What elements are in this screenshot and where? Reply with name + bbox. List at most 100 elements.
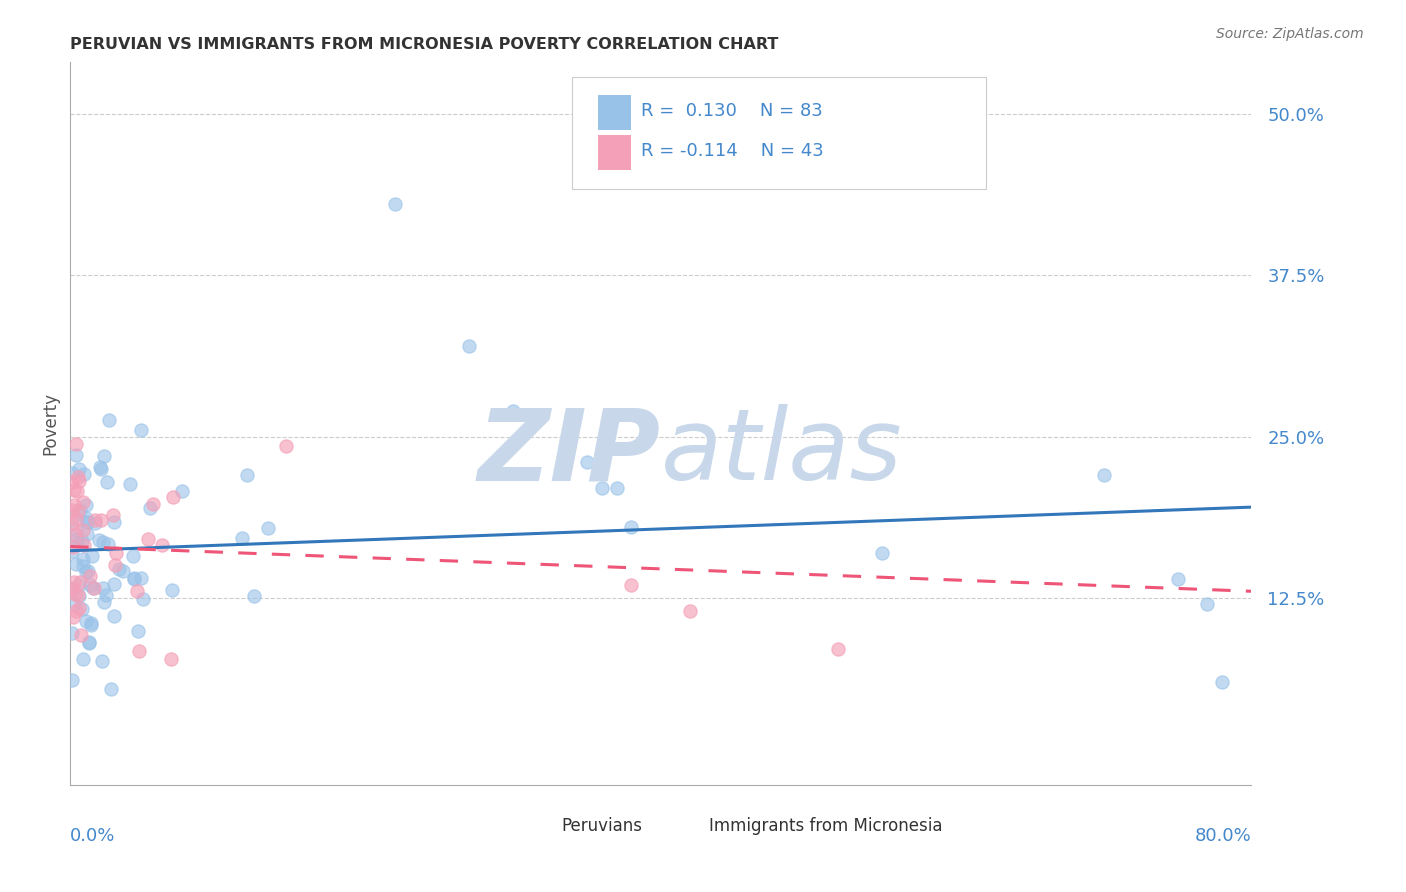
Point xyxy=(127,584,149,599)
Point xyxy=(75,511,97,525)
Point xyxy=(77,635,100,649)
Point xyxy=(136,532,159,546)
Point xyxy=(67,474,90,488)
Point xyxy=(1092,468,1115,483)
Point xyxy=(150,538,173,552)
Point xyxy=(98,413,121,427)
Point xyxy=(63,574,86,589)
Text: Source: ZipAtlas.com: Source: ZipAtlas.com xyxy=(1216,27,1364,41)
Point xyxy=(502,404,524,418)
Point xyxy=(72,651,94,665)
Point xyxy=(76,516,98,530)
FancyBboxPatch shape xyxy=(531,814,557,838)
Point xyxy=(112,565,135,579)
Point xyxy=(80,618,103,632)
Point xyxy=(122,549,145,563)
Point xyxy=(170,483,193,498)
Point xyxy=(65,437,87,451)
Point xyxy=(827,642,849,657)
Point xyxy=(162,490,184,504)
Point xyxy=(75,565,97,579)
Point xyxy=(77,515,100,529)
FancyBboxPatch shape xyxy=(598,95,631,129)
Point xyxy=(62,582,84,597)
Text: R =  0.130    N = 83: R = 0.130 N = 83 xyxy=(641,102,823,120)
Point xyxy=(89,462,111,476)
Point xyxy=(70,534,93,549)
Point xyxy=(80,615,103,630)
Point xyxy=(679,604,702,618)
Point xyxy=(67,601,90,615)
Point xyxy=(65,511,87,525)
Point xyxy=(79,568,101,582)
Point xyxy=(90,513,112,527)
Point xyxy=(63,499,86,513)
Point xyxy=(67,461,90,475)
Point xyxy=(1195,598,1218,612)
Point xyxy=(103,577,125,591)
Point xyxy=(62,610,84,624)
Point xyxy=(103,608,125,623)
Point xyxy=(60,544,83,558)
Text: 80.0%: 80.0% xyxy=(1195,827,1251,845)
Point xyxy=(76,527,98,541)
Point xyxy=(236,468,259,483)
Point xyxy=(67,589,90,603)
Point xyxy=(101,508,124,523)
Point xyxy=(93,595,115,609)
Point xyxy=(458,339,481,353)
Y-axis label: Poverty: Poverty xyxy=(41,392,59,455)
Point xyxy=(575,455,598,469)
Point xyxy=(872,546,894,560)
Point xyxy=(96,475,118,489)
Point xyxy=(72,551,94,566)
Point xyxy=(83,516,105,531)
Point xyxy=(605,481,627,495)
Text: R = -0.114    N = 43: R = -0.114 N = 43 xyxy=(641,143,824,161)
Point xyxy=(97,536,120,550)
Point xyxy=(103,515,125,529)
Point xyxy=(63,483,86,498)
Point xyxy=(620,578,643,592)
Point xyxy=(69,502,91,516)
Text: Peruvians: Peruvians xyxy=(561,817,643,835)
Point xyxy=(63,587,86,601)
Point xyxy=(77,634,100,648)
Point xyxy=(160,583,183,598)
Point xyxy=(83,582,105,596)
Point xyxy=(62,509,84,524)
Point xyxy=(73,467,96,481)
Point xyxy=(107,562,129,576)
Point xyxy=(65,603,87,617)
Point xyxy=(84,513,107,527)
Point xyxy=(66,483,89,498)
Point xyxy=(1166,572,1188,586)
Point xyxy=(276,439,298,453)
Text: 0.0%: 0.0% xyxy=(70,827,115,845)
Point xyxy=(66,532,89,546)
Point xyxy=(132,591,155,606)
Point xyxy=(243,589,266,603)
Point xyxy=(60,502,83,516)
FancyBboxPatch shape xyxy=(679,814,704,838)
Point xyxy=(79,578,101,592)
Point xyxy=(65,448,87,462)
Point xyxy=(104,546,127,560)
Point xyxy=(72,559,94,574)
Point xyxy=(127,624,149,639)
Point xyxy=(69,574,91,589)
Point xyxy=(67,588,90,602)
Point xyxy=(384,197,406,211)
Point xyxy=(75,615,97,629)
Point xyxy=(91,581,114,595)
Point xyxy=(60,581,83,595)
Point xyxy=(63,526,86,541)
Point xyxy=(93,449,115,463)
FancyBboxPatch shape xyxy=(598,136,631,170)
Point xyxy=(231,531,253,545)
Point xyxy=(122,572,145,586)
Point xyxy=(60,466,83,480)
Point xyxy=(67,504,90,518)
Point xyxy=(70,628,93,642)
Point xyxy=(67,578,90,592)
